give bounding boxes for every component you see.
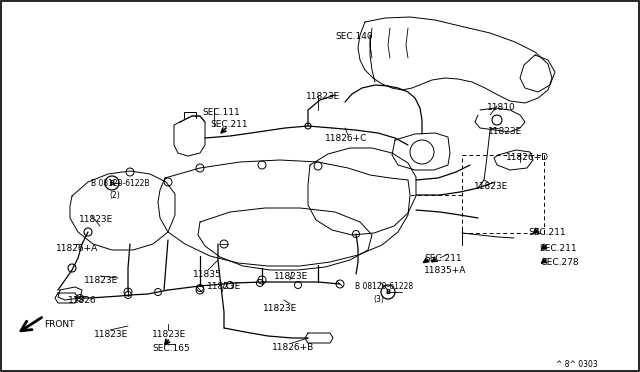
Text: 11823E: 11823E — [306, 92, 340, 101]
Text: B 08120-61228: B 08120-61228 — [355, 282, 413, 291]
Text: 11823E: 11823E — [84, 276, 118, 285]
Text: SEC.211: SEC.211 — [424, 254, 461, 263]
Text: 11835: 11835 — [193, 270, 221, 279]
Text: 11823E: 11823E — [207, 282, 241, 291]
Text: SEC.278: SEC.278 — [541, 258, 579, 267]
Text: B: B — [385, 289, 390, 295]
Text: 11823E: 11823E — [94, 330, 128, 339]
Text: 11823E: 11823E — [152, 330, 186, 339]
Text: SEC.211: SEC.211 — [528, 228, 566, 237]
Text: SEC.165: SEC.165 — [152, 344, 189, 353]
Text: (3): (3) — [373, 295, 384, 304]
Text: 11826: 11826 — [68, 296, 97, 305]
Text: 11810: 11810 — [487, 103, 516, 112]
Text: B 08120-6122B: B 08120-6122B — [91, 179, 150, 188]
Text: ^ 8^ 0303: ^ 8^ 0303 — [556, 360, 598, 369]
Text: 11823E: 11823E — [274, 272, 308, 281]
Text: SEC.211: SEC.211 — [210, 120, 248, 129]
Text: 11826+A: 11826+A — [56, 244, 99, 253]
Text: SEC.211: SEC.211 — [539, 244, 577, 253]
Text: 11826+B: 11826+B — [272, 343, 314, 352]
Text: 11826+C: 11826+C — [325, 134, 367, 143]
Text: SEC.140: SEC.140 — [335, 32, 372, 41]
Text: 11823E: 11823E — [263, 304, 297, 313]
Text: 11823E: 11823E — [79, 215, 113, 224]
Text: FRONT: FRONT — [44, 320, 74, 329]
Text: (2): (2) — [109, 191, 120, 200]
Text: B: B — [109, 180, 115, 186]
Text: 11826+D: 11826+D — [506, 153, 549, 162]
Text: SEC.111: SEC.111 — [202, 108, 240, 117]
Text: 11823E: 11823E — [474, 182, 508, 191]
Text: 11835+A: 11835+A — [424, 266, 467, 275]
Text: 11823E: 11823E — [488, 127, 522, 136]
